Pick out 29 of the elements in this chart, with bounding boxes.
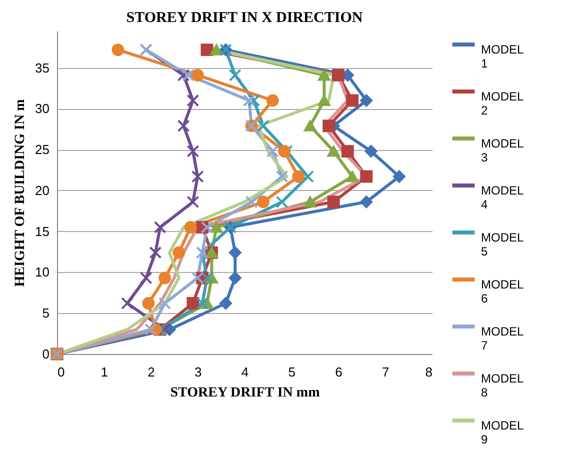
x-tick-label: 5 <box>288 364 296 380</box>
y-tick-label: 35 <box>35 60 50 76</box>
x-tick-label: 1 <box>100 364 108 380</box>
y-tick-label: 10 <box>35 264 50 280</box>
legend-label: MODEL 1 <box>481 42 524 70</box>
legend-label: MODEL 4 <box>481 184 524 212</box>
y-tick-label: 25 <box>35 142 50 158</box>
y-tick-label: 5 <box>42 306 50 321</box>
legend-label: MODEL 3 <box>481 136 524 164</box>
y-tick-label: 0 <box>42 346 50 362</box>
x-tick-label: 6 <box>335 364 342 380</box>
legend-label: MODEL 9 <box>481 418 524 446</box>
y-axis-title: HEIGHT OF BUILDING IN m <box>13 98 28 287</box>
legend-label: MODEL 2 <box>481 90 524 118</box>
y-tick-label: 30 <box>35 101 50 116</box>
x-tick-label: 8 <box>425 364 432 380</box>
x-axis-title: STOREY DRIFT IN mm <box>170 386 320 400</box>
x-tick-label: 0 <box>58 364 65 380</box>
legend-label: MODEL 6 <box>481 278 524 306</box>
legend-label: MODEL 5 <box>481 230 524 258</box>
x-tick-label: 4 <box>241 364 249 380</box>
x-tick-label: 7 <box>382 364 390 380</box>
legend-label: MODEL 8 <box>481 372 524 400</box>
x-tick-label: 3 <box>194 364 202 380</box>
y-tick-label: 20 <box>35 182 50 198</box>
legend-label: MODEL 7 <box>481 324 524 352</box>
chart-title: STOREY DRIFT IN X DIRECTION <box>126 10 363 26</box>
x-tick-label: 2 <box>148 364 155 380</box>
y-tick-label: 15 <box>35 224 50 239</box>
